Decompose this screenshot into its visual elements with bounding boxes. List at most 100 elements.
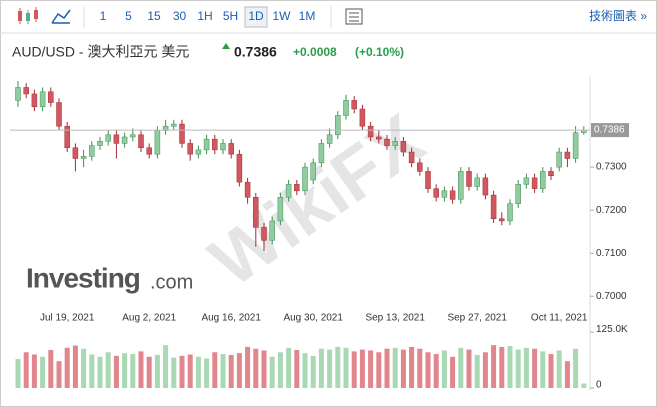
volume-bar [581,383,587,388]
volume-bar [220,354,226,388]
volume-bar [343,347,349,388]
candle-body [220,143,226,151]
candle-body [441,190,448,198]
volume-bar [540,351,546,388]
candle-body [72,147,79,159]
volume-bar [523,347,529,388]
candle-icon[interactable] [18,7,38,24]
candle-body [154,130,161,155]
candle-body [89,145,95,157]
volume-bar [277,352,283,388]
candle-body [187,143,193,155]
candle-body [408,151,415,164]
candle-body [121,136,128,144]
candle-body [97,141,103,146]
interval-button[interactable]: 1D [248,9,264,23]
candle-body [515,184,521,204]
volume-bar [376,352,382,388]
volume-bar [89,354,95,388]
volume-bar [72,345,78,388]
candle-body [80,156,87,159]
x-tick-label: Sep 13, 2021 [365,313,425,324]
candle-body [228,143,234,155]
volume-bar [138,351,144,388]
area-icon[interactable] [51,9,71,24]
volume-bar [31,354,37,388]
volume-bar [327,349,333,388]
volume-bar [409,346,415,388]
interval-button[interactable]: 1 [100,9,107,23]
candle-body [277,196,284,222]
x-tick-label: Oct 11, 2021 [531,313,588,324]
candle-body [203,138,210,151]
volume-bar [64,347,70,388]
y-tick-label: 0.7100 [596,248,627,259]
volume-bar [130,354,136,388]
volume-bar [515,349,521,388]
candle-body [236,153,243,183]
candle-body [572,132,579,159]
interval-button[interactable]: 15 [147,9,161,23]
x-tick-label: Aug 16, 2021 [201,313,261,324]
candle-body [474,177,480,187]
volume-bar [294,350,300,388]
x-tick-label: Aug 2, 2021 [122,313,176,324]
volume-bar [146,356,152,388]
candle-body [449,190,456,200]
volume-bar [269,356,275,388]
candle-body [244,181,251,198]
candle-body [179,123,185,144]
volume-bar [163,345,169,388]
selected-interval [244,6,268,28]
interval-button[interactable]: 1H [197,9,212,23]
volume-bar [507,346,513,388]
interval-button[interactable]: 1M [299,9,316,23]
candle-body [31,93,38,108]
candle-body [376,136,382,140]
candle-body [507,203,513,222]
volume-bar [23,352,29,388]
candle-body [523,177,530,185]
candle-body [564,151,571,159]
candle-body [269,220,275,241]
technical-chart-link[interactable]: 技術圖表 » [589,9,647,23]
volume-bar [56,361,62,388]
candle-body [466,171,472,187]
candle-body [23,87,29,95]
volume-bar [425,352,431,388]
interval-button[interactable]: 1W [273,9,292,23]
candle-body [261,227,267,241]
volume-bar [335,346,341,388]
candle-body [48,91,54,103]
candle-body [458,171,464,200]
volume-bar [261,350,267,388]
volume-bar [253,348,259,388]
interval-button[interactable]: 30 [173,9,187,23]
volume-bar [318,348,324,388]
volume-bar [532,348,538,388]
candle-body [15,87,21,101]
y-tick-label: 0.7300 [596,162,627,173]
volume-bar [368,350,374,388]
volume-bar [499,346,505,388]
interval-button[interactable]: 5 [125,9,132,23]
volume-bar [113,355,119,388]
volume-bar [204,358,210,388]
settings-icon[interactable] [345,8,363,25]
last-price-box [591,123,629,138]
interval-button[interactable]: 5H [223,9,238,23]
volume-tick-label: 0 [596,380,602,391]
volume-bar [105,352,111,388]
volume-bar [195,356,201,388]
candle-body [195,149,202,155]
price: 0.7386 [234,44,277,60]
volume-bar [392,347,398,388]
up-arrow [222,43,230,49]
volume-bar [171,357,177,388]
candle-body [285,184,292,198]
candle-body [318,143,325,164]
candle-body [64,125,70,148]
volume-bar [458,347,464,388]
